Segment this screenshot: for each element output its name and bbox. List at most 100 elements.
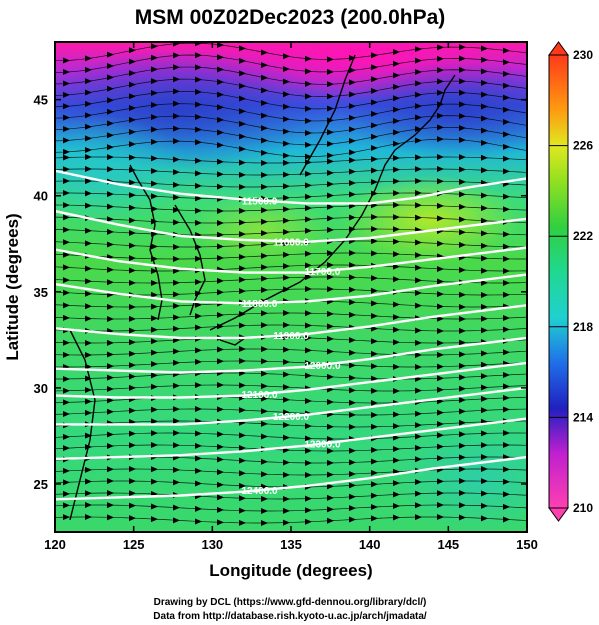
wind-arrow [63, 190, 70, 197]
wind-arrow [393, 83, 400, 90]
wind-arrow [239, 242, 246, 249]
wind-arrow [195, 278, 202, 285]
wind-arrow [151, 516, 158, 523]
wind-arrow [85, 514, 92, 521]
wind-arrow [283, 159, 290, 166]
wind-arrow [415, 410, 422, 417]
wind-arrow [305, 447, 312, 454]
wind-arrow [85, 66, 92, 73]
wind-arrow [217, 358, 224, 365]
wind-arrow [239, 265, 246, 272]
wind-arrow [415, 351, 422, 358]
wind-arrow [327, 310, 334, 317]
wind-arrow [415, 202, 422, 209]
wind-arrow [503, 478, 510, 485]
wind-arrow [349, 79, 356, 86]
wind-arrow [371, 64, 378, 71]
wind-arrow [327, 81, 334, 88]
wind-arrow [261, 458, 268, 465]
wind-arrow [239, 358, 246, 365]
wind-arrow [151, 383, 158, 390]
wind-arrow [173, 466, 180, 473]
wind-arrow [503, 394, 510, 401]
wind-arrow [63, 490, 70, 497]
wind-arrow [393, 251, 400, 258]
wind-arrow [283, 274, 290, 281]
wind-arrow [305, 93, 312, 100]
wind-arrow [173, 169, 180, 176]
wind-arrow [503, 106, 510, 113]
wind-arrow [481, 192, 488, 199]
wind-arrow [85, 190, 92, 197]
wind-arrow [107, 351, 114, 358]
wind-arrow [85, 202, 92, 209]
wind-arrow [195, 324, 202, 331]
wind-arrow [85, 112, 92, 119]
wind-arrow [217, 382, 224, 389]
wind-arrow [481, 490, 488, 497]
wind-arrow [217, 104, 224, 111]
wind-arrow [107, 85, 114, 92]
wind-arrow [173, 267, 180, 274]
wind-arrow [129, 179, 136, 186]
wind-arrow [327, 169, 334, 176]
wind-arrow [349, 114, 356, 121]
contour-line [55, 246, 527, 274]
wind-arrow [63, 302, 70, 309]
wind-arrow [371, 515, 378, 522]
wind-arrow [195, 313, 202, 320]
wind-arrow [151, 360, 158, 367]
wind-arrow [217, 142, 224, 149]
wind-arrow [129, 255, 136, 262]
wind-arrow [459, 89, 466, 96]
wind-arrow [371, 447, 378, 454]
x-tick-label: 140 [359, 537, 381, 552]
wind-arrow [85, 432, 92, 439]
wind-arrow [283, 434, 290, 441]
wind-arrow [437, 78, 444, 85]
wind-arrow [459, 66, 466, 73]
wind-arrow [437, 55, 444, 62]
wind-arrow [415, 190, 422, 197]
wind-arrow [173, 88, 180, 95]
wind-arrow [459, 44, 466, 51]
wind-arrow [349, 447, 356, 454]
wind-arrow [283, 346, 290, 353]
wind-arrow [415, 327, 422, 334]
wind-arrow [239, 45, 246, 52]
wind-arrow [63, 351, 70, 358]
wind-arrow [503, 466, 510, 473]
wind-arrow [437, 112, 444, 119]
wind-arrow [283, 206, 290, 213]
wind-arrow [393, 411, 400, 418]
wind-arrow [481, 217, 488, 224]
wind-arrow [239, 457, 246, 464]
wind-arrow [173, 243, 180, 250]
y-tick-label: 45 [34, 93, 48, 108]
wind-arrow [393, 457, 400, 464]
wind-arrow [437, 455, 444, 462]
wind-arrow [195, 76, 202, 83]
wind-arrow [217, 116, 224, 123]
wind-arrow [107, 108, 114, 115]
wind-arrow [261, 287, 268, 294]
wind-arrow [283, 384, 290, 391]
wind-arrow [63, 80, 70, 87]
wind-arrow [261, 408, 268, 415]
wind-arrow [239, 231, 246, 238]
wind-arrow [503, 82, 510, 89]
wind-arrow [305, 153, 312, 160]
wind-arrow [239, 346, 246, 353]
wind-arrow [283, 194, 290, 201]
wind-arrow [195, 182, 202, 189]
wind-arrow [107, 397, 114, 404]
wind-arrow [151, 430, 158, 437]
wind-arrow [261, 241, 268, 248]
wind-arrow [503, 315, 510, 322]
wind-arrow [217, 91, 224, 98]
wind-arrow [151, 267, 158, 274]
wind-arrow [261, 49, 268, 56]
wind-arrow [481, 115, 488, 122]
wind-arrow [173, 255, 180, 262]
wind-arrow [459, 113, 466, 120]
